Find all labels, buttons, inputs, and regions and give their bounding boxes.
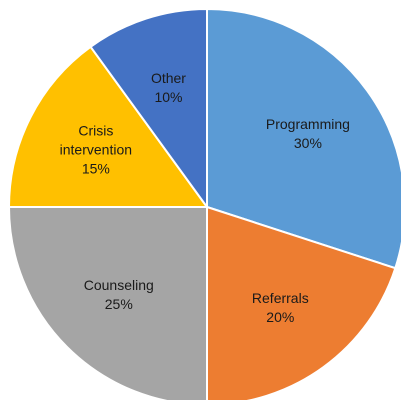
pie-slice xyxy=(89,7,208,211)
slice-label: Referrals 20% xyxy=(230,289,330,327)
category-label: Crisis intervention xyxy=(59,122,133,158)
pie-slice xyxy=(7,206,208,400)
pie-slice xyxy=(7,45,209,208)
slice-label: Counseling 25% xyxy=(69,276,169,314)
value-label: 15% xyxy=(81,160,110,177)
slice-label: Other 10% xyxy=(118,69,218,107)
slice-label: Programming 30% xyxy=(258,115,358,153)
pie-slice xyxy=(206,7,401,270)
pie-slice xyxy=(206,205,397,400)
value-label: 20% xyxy=(266,308,295,325)
slice-label: Crisis intervention 15% xyxy=(46,122,146,179)
value-label: 25% xyxy=(104,296,133,313)
value-label: 30% xyxy=(293,134,322,151)
value-label: 10% xyxy=(154,89,183,106)
category-label: Other xyxy=(150,70,186,87)
category-label: Programming xyxy=(265,115,350,132)
category-label: Counseling xyxy=(83,277,154,294)
category-label: Referrals xyxy=(251,289,309,306)
